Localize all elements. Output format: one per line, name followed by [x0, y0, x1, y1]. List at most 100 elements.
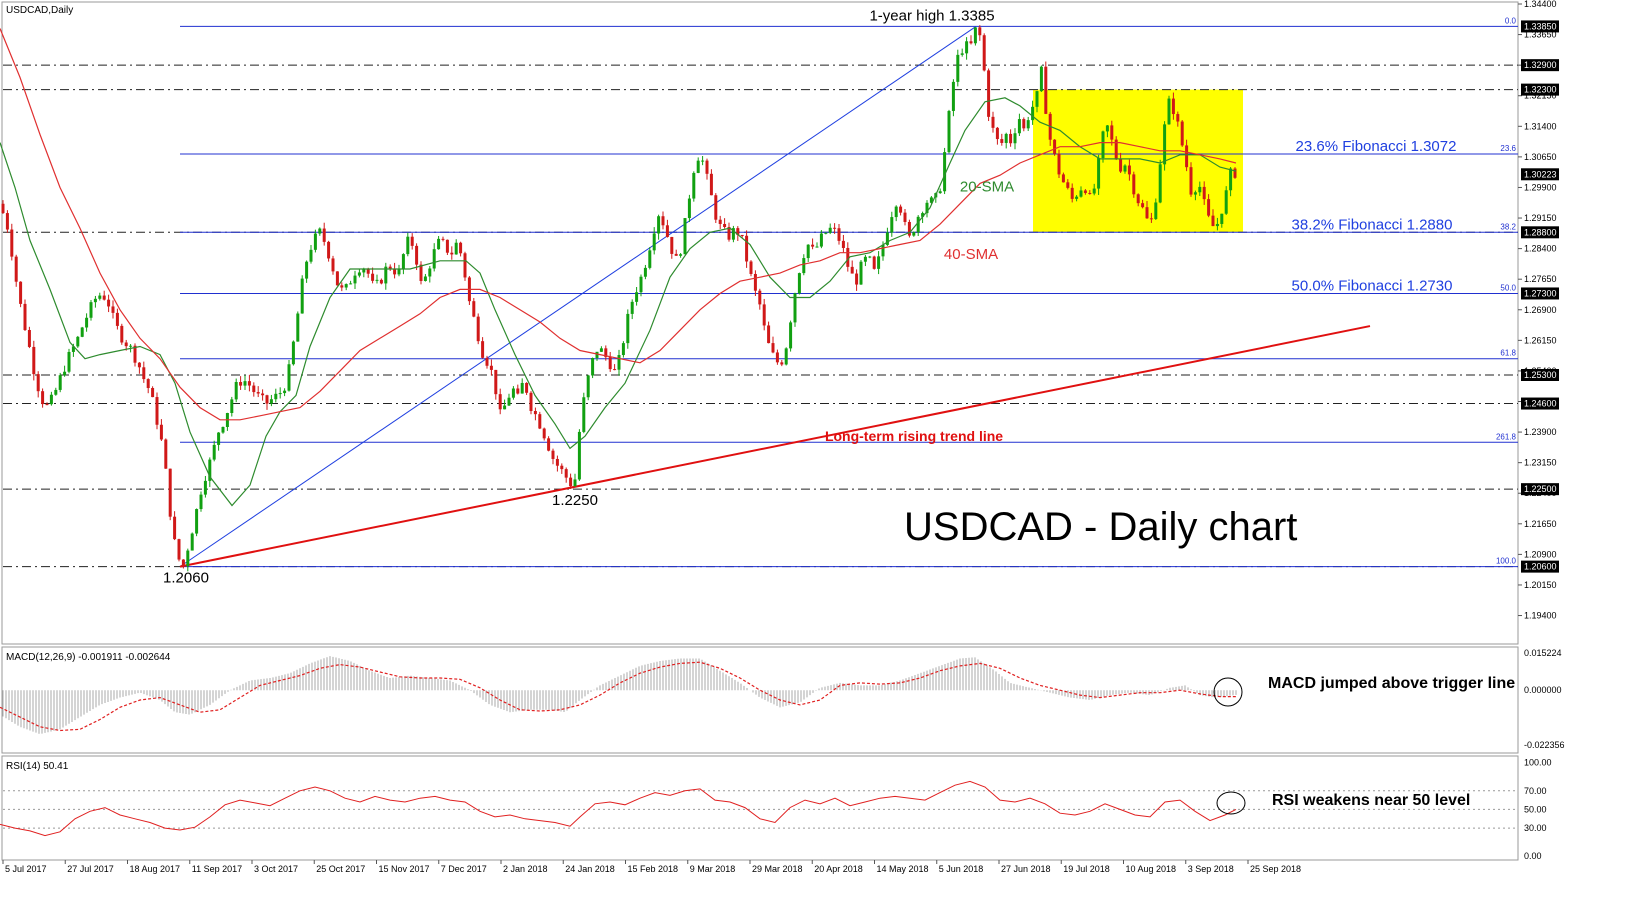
candle-body — [265, 395, 269, 404]
date-tick-label: 27 Jun 2018 — [1001, 864, 1051, 874]
candle-body — [837, 228, 841, 241]
candle-body — [1220, 213, 1224, 224]
candle-body — [489, 365, 493, 370]
fib-ratio-label: 23.6 — [1500, 144, 1516, 153]
candle-body — [1211, 215, 1215, 227]
annotation-sma20-label: 20-SMA — [960, 179, 1014, 196]
price-tick-label: 1.33650 — [1524, 30, 1557, 40]
candle-body — [107, 299, 111, 307]
candle-body — [577, 431, 581, 480]
macd-tick-label: 0.000000 — [1524, 685, 1562, 695]
candle-body — [1022, 119, 1026, 129]
candle-body — [1026, 120, 1030, 129]
candle-body — [811, 244, 815, 247]
candle-body — [529, 392, 533, 411]
rsi-note: RSI weakens near 50 level — [1272, 792, 1470, 809]
candle-body — [1185, 145, 1189, 168]
price-highlight-box — [1521, 397, 1559, 410]
candle-body — [806, 244, 810, 259]
candle-body — [709, 173, 713, 196]
candle-body — [784, 348, 788, 365]
candle-body — [36, 374, 40, 392]
candle-body — [41, 391, 45, 405]
candle-body — [1215, 223, 1219, 227]
price-highlight-label: 1.33850 — [1524, 21, 1557, 31]
candle-body — [432, 249, 436, 269]
candle-body — [916, 216, 920, 233]
candle-body — [1193, 192, 1197, 195]
rising-trend-line — [179, 325, 1371, 568]
candle-body — [1017, 119, 1021, 134]
candle-body — [533, 410, 537, 415]
candle-body — [1044, 66, 1048, 114]
price-highlight-label: 1.24600 — [1524, 399, 1557, 409]
price-tick-label: 1.26150 — [1524, 335, 1557, 345]
candle-body — [362, 269, 366, 273]
candle-body — [1176, 114, 1180, 122]
candle-body — [1083, 190, 1087, 193]
price-highlight-label: 1.27300 — [1524, 288, 1557, 298]
candle-body — [1053, 139, 1057, 154]
candle-body — [714, 195, 718, 220]
candle-body — [1171, 98, 1175, 115]
date-tick-label: 27 Jul 2017 — [67, 864, 114, 874]
candle-body — [14, 256, 18, 282]
candle-body — [956, 54, 960, 82]
candle-body — [705, 160, 709, 174]
candle-body — [261, 393, 265, 396]
candle-body — [375, 279, 379, 281]
candle-body — [168, 468, 172, 517]
candle-body — [239, 381, 243, 386]
candle-body — [661, 216, 665, 226]
price-highlight-box — [1521, 287, 1559, 300]
candle-body — [142, 367, 146, 380]
candle-body — [291, 341, 295, 365]
candle-body — [208, 459, 212, 481]
price-highlight-label: 1.28800 — [1524, 227, 1557, 237]
candle-body — [186, 550, 190, 567]
date-tick-label: 25 Oct 2017 — [316, 864, 365, 874]
candle-body — [1061, 174, 1065, 183]
consolidation-box-layer — [1033, 89, 1243, 233]
candle-body — [1000, 139, 1004, 143]
annotations: 1-year high 1.3385 1.2060 1.2250 23.6% Fibo… — [163, 7, 1456, 586]
candle-body — [903, 212, 907, 222]
candle-body — [146, 379, 150, 389]
candle-body — [582, 397, 586, 432]
date-tick-label: 15 Nov 2017 — [379, 864, 430, 874]
candle-body — [1105, 125, 1109, 132]
candle-body — [309, 249, 313, 262]
candle-body — [1198, 186, 1202, 193]
candlesticks — [1, 25, 1237, 572]
candle-body — [164, 439, 168, 469]
candle-body — [987, 70, 991, 117]
trend-lines — [179, 26, 1371, 568]
price-tick-label: 1.26900 — [1524, 305, 1557, 315]
candle-body — [133, 345, 137, 363]
fib-ratio-label: 61.8 — [1500, 349, 1516, 358]
candle-body — [674, 253, 678, 256]
date-tick-label: 7 Dec 2017 — [441, 864, 487, 874]
candle-body — [595, 351, 599, 358]
candle-body — [819, 233, 823, 247]
candle-body — [925, 202, 929, 214]
candle-body — [758, 290, 762, 305]
candle-body — [274, 393, 278, 400]
candle-body — [234, 381, 238, 400]
price-tick-label: 1.32150 — [1524, 91, 1557, 101]
candle-body — [454, 242, 458, 255]
candle-body — [683, 218, 687, 255]
candle-body — [76, 336, 80, 347]
candle-body — [313, 233, 317, 250]
candle-body — [406, 236, 410, 255]
candle-body — [221, 426, 225, 433]
candle-body — [63, 371, 67, 376]
candle-body — [991, 116, 995, 128]
candle-body — [287, 364, 291, 391]
candle-body — [586, 375, 590, 398]
date-tick-label: 5 Jun 2018 — [939, 864, 984, 874]
candle-body — [635, 292, 639, 302]
candle-body — [850, 266, 854, 274]
candle-body — [10, 229, 14, 257]
candle-body — [481, 341, 485, 358]
